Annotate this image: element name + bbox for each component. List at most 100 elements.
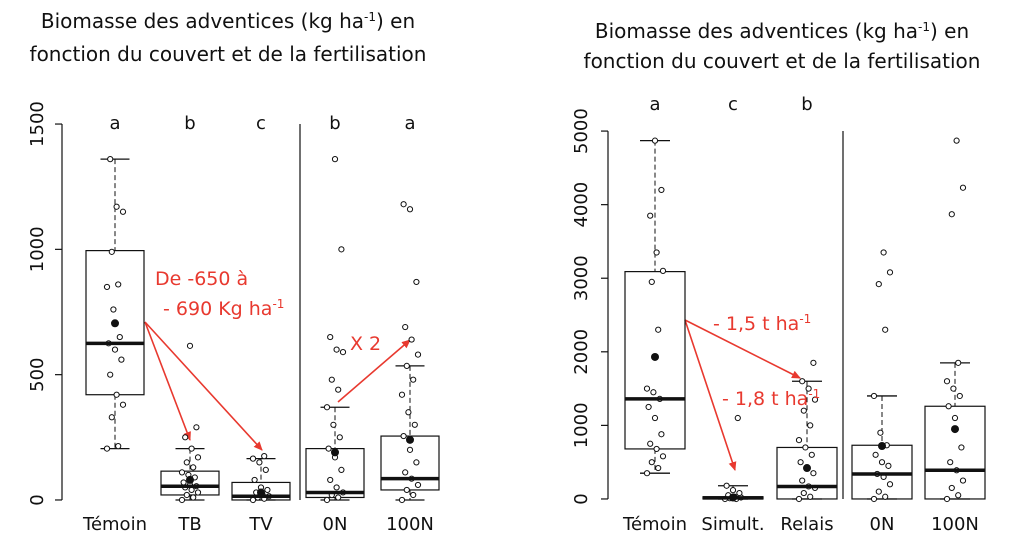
data-point (256, 459, 263, 466)
data-point (658, 186, 665, 194)
data-point (406, 206, 414, 213)
data-point (651, 414, 659, 422)
data-point (943, 495, 951, 503)
data-point (810, 470, 817, 477)
annotation-part: - 1,5 t ha (713, 313, 799, 335)
data-point (335, 386, 342, 393)
data-point (797, 459, 804, 466)
data-point (339, 349, 347, 356)
data-point (108, 248, 115, 255)
data-point (800, 489, 807, 497)
data-point (183, 459, 190, 466)
data-point (400, 201, 407, 208)
data-point (323, 496, 331, 504)
data-point (323, 404, 331, 411)
data-point (193, 424, 200, 431)
data-point (338, 246, 345, 253)
data-point (795, 495, 803, 503)
data-point (413, 278, 420, 286)
data-point (723, 482, 730, 489)
data-point (648, 278, 655, 286)
chart-title-part: ) en (376, 9, 415, 33)
data-point (734, 414, 741, 422)
data-point (325, 445, 332, 452)
group-letter: c (256, 113, 266, 134)
data-point (194, 489, 202, 496)
data-point (110, 306, 117, 313)
data-point (643, 385, 651, 392)
data-point (118, 356, 125, 363)
data-point (103, 445, 111, 452)
y-tick-label: 1000 (27, 226, 48, 272)
x-tick-label: Témoin (82, 514, 147, 535)
data-point (795, 437, 803, 444)
data-point (402, 469, 409, 476)
chart-title: fonction du couvert et de la fertilisati… (30, 42, 427, 66)
chart-title-part: fonction du couvert et de la fertilisati… (584, 49, 981, 73)
data-point (655, 464, 662, 472)
data-point (108, 414, 115, 421)
x-tick-label: 100N (386, 514, 434, 535)
data-point (882, 326, 889, 333)
data-point (643, 470, 651, 477)
x-tick-label: Simult. (701, 514, 764, 535)
annotation-part: -1 (799, 312, 811, 326)
data-point (188, 486, 195, 494)
data-point (736, 489, 743, 497)
x-tick-label: Témoin (622, 514, 687, 535)
data-point (872, 451, 879, 458)
chart-title: fonction du couvert et de la fertilisati… (584, 49, 981, 73)
data-point (115, 281, 122, 288)
data-point (805, 385, 812, 392)
data-point (882, 493, 889, 500)
data-point (251, 476, 258, 484)
mean (951, 425, 959, 434)
data-point (183, 491, 190, 499)
mean (651, 352, 659, 361)
y-tick-label: 2000 (571, 329, 592, 375)
data-point (406, 446, 414, 453)
data-point (178, 496, 186, 504)
annotation: - 690 Kg ha-1 (163, 297, 284, 320)
group-letter: c (728, 94, 738, 115)
data-point (958, 444, 965, 451)
y-tick-label: 500 (27, 357, 48, 391)
data-point (653, 249, 660, 256)
data-point (403, 362, 410, 369)
x-tick-label: TB (177, 514, 201, 535)
data-point (650, 389, 657, 396)
group-letter: b (184, 113, 195, 134)
arrow (684, 319, 801, 379)
data-point (948, 484, 955, 492)
data-point (182, 434, 189, 441)
data-point (659, 267, 667, 274)
data-point (327, 333, 334, 341)
data-point (190, 464, 197, 471)
data-point (111, 346, 119, 353)
arrow (144, 321, 191, 441)
data-point (648, 459, 655, 466)
arrows (144, 319, 801, 471)
chart-title-part: ) en (930, 19, 969, 43)
data-point (880, 249, 887, 256)
y-tick-label: 1000 (571, 402, 592, 448)
data-point (807, 422, 814, 429)
mean (111, 319, 119, 328)
data-point (113, 391, 120, 398)
group-letter: b (329, 113, 340, 134)
data-point (948, 211, 955, 218)
data-point (262, 466, 269, 473)
data-point (328, 376, 335, 383)
data-point (249, 455, 257, 462)
data-point (180, 479, 187, 486)
y-tick-label: 4000 (571, 182, 592, 228)
data-point (659, 453, 667, 460)
data-point (951, 414, 959, 422)
data-point (810, 359, 817, 366)
data-point (403, 486, 410, 494)
data-point (886, 481, 894, 488)
chart-title-part: -1 (918, 20, 930, 34)
chart-title-part: Biomasse des adventices (kg ha (595, 19, 918, 43)
annotation-part: - 690 Kg ha (163, 298, 272, 320)
x-tick-label: 0N (870, 514, 895, 535)
